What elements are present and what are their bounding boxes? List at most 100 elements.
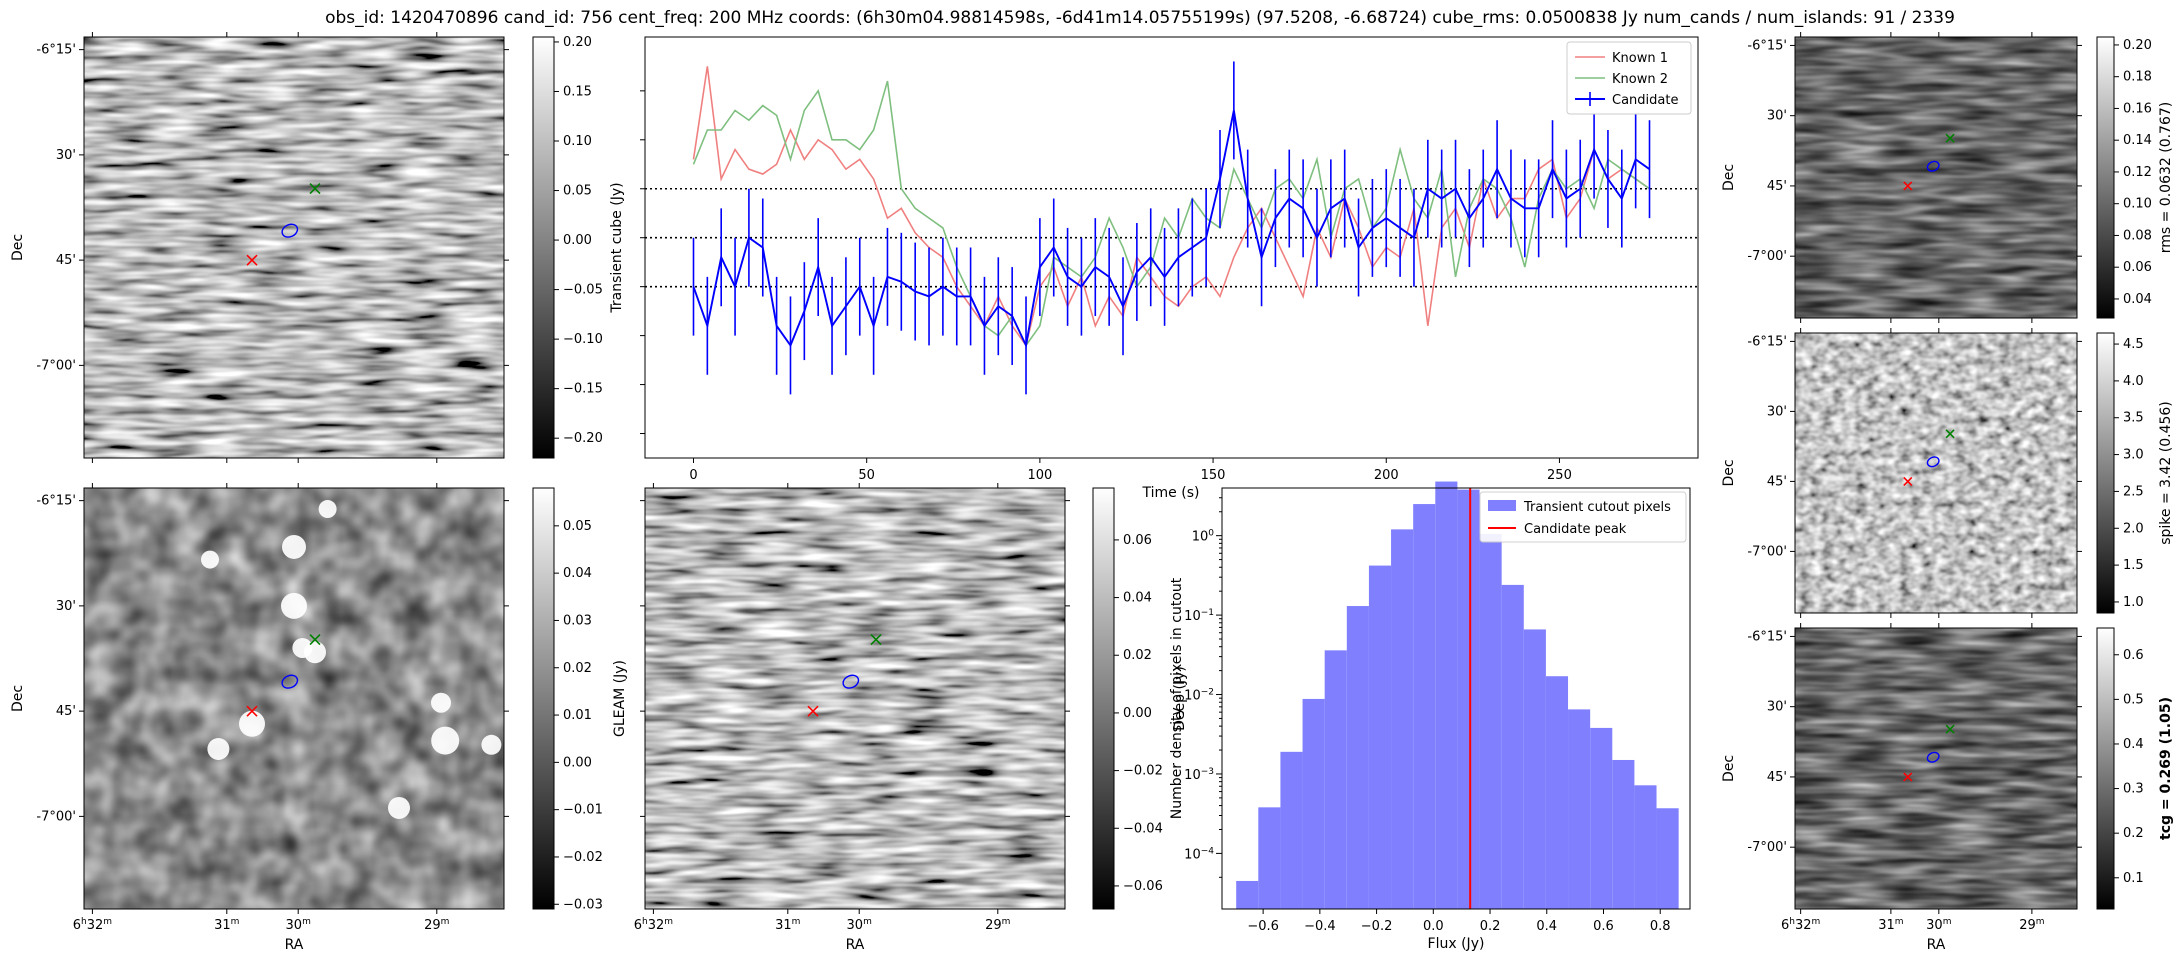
known1-marker [246, 705, 258, 717]
hist-bar [1457, 489, 1480, 909]
panel-frame [1794, 332, 2078, 614]
tcg-image-pixels [1795, 628, 2077, 909]
dec-tick-label: 30' [1767, 109, 1787, 124]
known1-marker [246, 254, 258, 266]
marker-stroke [870, 633, 882, 646]
hist-bar [1568, 709, 1591, 909]
colorbar-tick-label: 0.08 [2123, 228, 2152, 243]
ra-axis-label: RA [846, 937, 865, 953]
colorbar-tick-label: 0.18 [2123, 70, 2152, 85]
hist-bar [1656, 808, 1679, 909]
known2-marker [1945, 429, 1955, 439]
colorbar-tick-label: −0.06 [1123, 879, 1163, 894]
y-tick-label: 100 [1192, 529, 1215, 545]
dec-tick-label: 30' [56, 599, 76, 614]
colorbar-tick-label: −0.03 [563, 897, 603, 912]
known1-marker [1903, 476, 1913, 486]
panel-frame [83, 487, 505, 910]
source-blob [282, 534, 306, 559]
series-candidate-line [692, 110, 1651, 349]
colorbar-tick-label: 0.2 [2123, 826, 2144, 841]
colorbar-tick-label: 0.5 [2123, 692, 2144, 707]
ra-tick-label: 6h32m [73, 917, 112, 933]
source-blob [304, 641, 326, 664]
hist-bar [1324, 650, 1347, 909]
candidate-contour [281, 223, 299, 238]
dec-tick-label: 45' [1767, 770, 1787, 785]
colorbar-tick-label: 2.0 [2123, 521, 2144, 536]
legend-swatch [1488, 500, 1516, 511]
lc-plot-area [644, 36, 1699, 459]
marker-stroke [807, 705, 819, 717]
dec-axis-label: Dec [10, 685, 26, 712]
dec-tick-label: 45' [1767, 179, 1787, 194]
x-tick-label: −0.6 [1247, 919, 1279, 934]
colorbar-tick-label: 3.5 [2123, 411, 2144, 426]
rms-image-panel: -6°15' 30' 45' -7°00' Dec 0.20 0.18 0.16 0.14 0.1… [1721, 32, 2174, 323]
y-tick-label: 10−4 [1184, 846, 1214, 862]
legend-label: Candidate [1612, 93, 1678, 108]
marker-stroke [246, 705, 258, 717]
marker-stroke [1945, 724, 1955, 734]
source-blob [201, 550, 219, 569]
dec-tick-label: -7°00' [36, 358, 76, 373]
x-tick-label: 200 [1374, 468, 1399, 483]
source-blob [207, 738, 230, 761]
marker-stroke [246, 254, 258, 266]
image-panels: -6°15'30'45'-7°00'Dec0.200.150.100.050.0… [10, 32, 2174, 953]
dec-axis-label: Dec [1721, 164, 1737, 191]
lc-legend: Known 1 Known 2 Candidate [1566, 41, 1692, 115]
colorbar-label: Deep (Jy) [1172, 666, 1188, 731]
marker-stroke [1903, 181, 1913, 191]
hist-bar [1346, 606, 1369, 909]
dec-tick-label: -6°15' [36, 494, 76, 509]
legend-box [1566, 41, 1692, 115]
dec-tick-label: -6°15' [1747, 334, 1787, 349]
colorbar-tick-label: 0.04 [2123, 292, 2152, 307]
panel-frame [1794, 36, 2078, 319]
candidate-contour [1926, 456, 1940, 468]
x-tick-label: 0 [689, 468, 697, 483]
ra-tick-label: 29m [985, 917, 1010, 933]
ra-tick-label: 31m [214, 917, 239, 933]
ra-tick-label: 29m [2019, 917, 2044, 933]
hist-bar [1302, 698, 1325, 909]
figure-title: obs_id: 1420470896 cand_id: 756 cent_fre… [325, 8, 1955, 28]
colorbar-tick-label: 0.6 [2123, 648, 2144, 663]
colorbar [532, 36, 555, 459]
marker-stroke [309, 633, 321, 646]
hist-bar [1634, 785, 1657, 909]
ra-axis-label: RA [285, 937, 304, 953]
source-blob [239, 710, 265, 737]
colorbar-tick-label: −0.05 [563, 283, 603, 298]
marker-stroke [1903, 476, 1913, 486]
candidate-contour [842, 674, 860, 689]
colorbar-tick-label: 0.10 [563, 134, 592, 149]
colorbar-label: GLEAM (Jy) [612, 660, 628, 737]
colorbar-tick-label: 1.5 [2123, 558, 2144, 573]
x-tick-label: 0.6 [1593, 919, 1614, 934]
colorbar-tick-label: 0.3 [2123, 782, 2144, 797]
colorbar-tick-label: 0.05 [563, 519, 592, 534]
panel-frame [1794, 627, 2078, 910]
ra-tick-label: 6h32m [634, 917, 673, 933]
ra-tick-label: 30m [1926, 917, 1951, 933]
ra-tick-label: 6h32m [1781, 917, 1820, 933]
source-blob [388, 796, 410, 819]
dec-tick-label: 45' [56, 704, 76, 719]
ra-tick-label: 30m [286, 917, 311, 933]
marker-stroke [309, 182, 321, 195]
known1-marker [807, 705, 819, 717]
x-tick-label: 100 [1027, 468, 1052, 483]
colorbar-tick-label: 1.0 [2123, 595, 2144, 610]
transient-image-panel: -6°15' 30' 45' -7°00' Dec 0.20 0.15 0.10 0.05 0.0… [10, 32, 603, 463]
colorbar-tick-label: −0.01 [563, 803, 603, 818]
colorbar-tick-label: 0.10 [2123, 197, 2152, 212]
hist-bar [1368, 565, 1392, 909]
colorbar-tick-label: 4.0 [2123, 374, 2144, 389]
dec-axis-label: Dec [1721, 459, 1737, 486]
candidate-contour [281, 674, 299, 689]
dec-tick-label: -6°15' [1747, 38, 1787, 53]
rms-image-pixels [1795, 37, 2077, 318]
